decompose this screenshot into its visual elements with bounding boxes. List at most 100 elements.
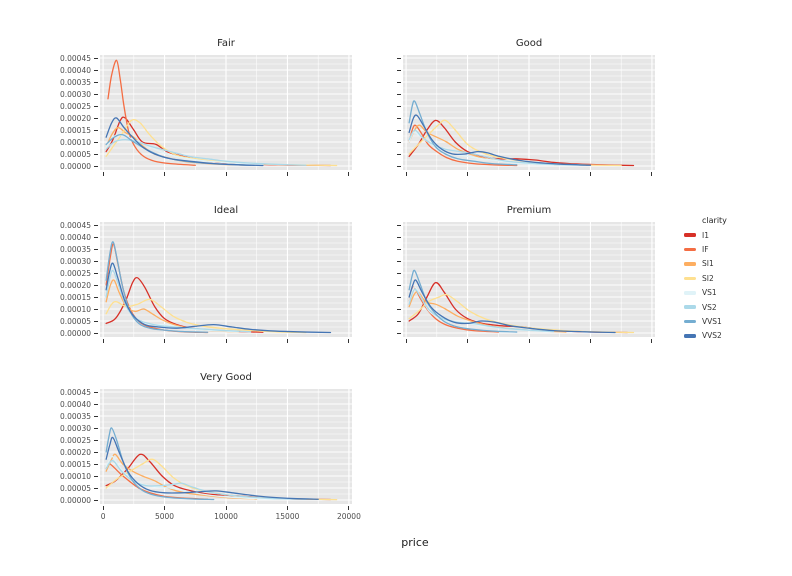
y-tick-mark <box>397 118 401 119</box>
y-tick-mark <box>397 309 401 310</box>
x-tick-mark <box>467 339 469 343</box>
y-tick-mark <box>94 142 98 143</box>
kde-curve-vs2 <box>408 129 585 166</box>
facet-premium: Premium <box>397 205 655 343</box>
x-tick-label: 15000 <box>275 512 300 521</box>
y-tick-label: 0.00015 <box>59 459 91 469</box>
legend-item-label: IF <box>702 245 709 255</box>
y-tick-mark <box>94 58 98 59</box>
x-tick-mark <box>348 506 350 510</box>
y-tick-label: 0.00000 <box>59 161 91 171</box>
y-tick-label: 0.00040 <box>59 399 91 409</box>
legend-items: I1 IF SI1 SI2 VS1 VS2 VVS1 VVS2 <box>684 228 784 343</box>
y-tick-mark <box>94 488 98 489</box>
kde-curve-vvs2 <box>408 114 592 166</box>
y-tick-mark <box>94 392 98 393</box>
x-tick-label: 5000 <box>154 512 175 521</box>
x-tick-mark <box>467 172 469 176</box>
legend-item-i1: I1 <box>684 228 784 242</box>
legend-title: clarity <box>702 216 727 225</box>
legend: clarity I1 IF SI1 SI2 VS1 VS2 VVS1 VVS2 <box>684 216 784 343</box>
y-tick-label: 0.00010 <box>59 471 91 481</box>
legend-item-label: VS2 <box>702 302 717 312</box>
x-tick-mark <box>102 339 104 343</box>
kde-curve-si1 <box>105 453 258 500</box>
legend-swatch-icon <box>684 305 696 309</box>
facet-fair: Fair 0.00045 0.00040 0.00035 0.00030 0.00025… <box>60 38 352 176</box>
legend-item-label: VVS2 <box>702 331 722 341</box>
legend-item-label: SI1 <box>702 259 714 269</box>
legend-swatch-icon <box>684 233 696 237</box>
x-tick-mark <box>651 172 653 176</box>
y-tick-mark <box>94 285 98 286</box>
y-tick-mark <box>94 321 98 322</box>
kde-panel <box>100 55 352 170</box>
y-tick-label: 0.00045 <box>59 387 91 397</box>
legend-item-si1: SI1 <box>684 257 784 271</box>
y-tick-mark <box>397 225 401 226</box>
y-tick-mark <box>94 273 98 274</box>
y-tick-mark <box>397 321 401 322</box>
kde-curve-vs1 <box>105 134 264 166</box>
y-tick-mark <box>94 452 98 453</box>
legend-swatch-icon <box>684 247 696 252</box>
y-tick-mark <box>397 333 401 334</box>
legend-swatch-icon <box>684 262 696 266</box>
x-axis-label: price <box>401 536 429 549</box>
y-tick-label: 0.00020 <box>59 447 91 457</box>
x-tick-label: 10000 <box>214 512 238 521</box>
y-tick-mark <box>397 261 401 262</box>
legend-swatch-icon <box>684 276 696 281</box>
y-tick-mark <box>94 416 98 417</box>
legend-swatch-icon <box>684 334 696 338</box>
y-tick-label: 0.00035 <box>59 77 91 87</box>
y-tick-label: 0.00020 <box>59 280 91 290</box>
facet-title-fair: Fair <box>217 38 235 49</box>
y-tick-mark <box>94 225 98 226</box>
kde-curve-vvs1 <box>105 427 215 501</box>
y-tick-label: 0.00005 <box>59 149 91 159</box>
y-tick-label: 0.00035 <box>59 411 91 421</box>
y-tick-mark <box>94 166 98 167</box>
y-tick-mark <box>94 297 98 298</box>
facet-title-good: Good <box>515 38 543 49</box>
y-tick-label: 0.00025 <box>59 101 91 111</box>
x-tick-mark <box>286 172 288 176</box>
y-tick-mark <box>94 428 98 429</box>
legend-item-vs1: VS1 <box>684 286 784 300</box>
x-tick-mark <box>286 506 288 510</box>
y-tick-mark <box>94 333 98 334</box>
y-tick-label: 0.00025 <box>59 435 91 445</box>
kde-panel <box>403 222 655 337</box>
kde-curve-vs2 <box>105 138 307 166</box>
kde-curve-vvs2 <box>105 262 332 334</box>
y-tick-label: 0.00030 <box>59 256 91 266</box>
legend-item-vs2: VS2 <box>684 300 784 314</box>
y-tick-label: 0.00015 <box>59 125 91 135</box>
facet-ideal: Ideal 0.00045 0.00040 0.00035 0.00030 0.0002… <box>60 205 352 343</box>
y-tick-label: 0.00045 <box>59 53 91 63</box>
y-tick-mark <box>397 297 401 298</box>
x-tick-mark <box>348 172 350 176</box>
x-tick-mark <box>405 172 407 176</box>
facet-title-ideal: Ideal <box>213 205 239 216</box>
y-tick-label: 0.00020 <box>59 113 91 123</box>
y-tick-mark <box>397 154 401 155</box>
y-tick-label: 0.00000 <box>59 328 91 338</box>
y-tick-label: 0.00040 <box>59 232 91 242</box>
x-tick-mark <box>164 172 166 176</box>
y-tick-label: 0.00005 <box>59 483 91 493</box>
x-tick-mark <box>164 506 166 510</box>
legend-item-label: VVS1 <box>702 317 722 327</box>
kde-curve-if <box>408 124 518 167</box>
y-tick-mark <box>94 404 98 405</box>
y-tick-mark <box>94 237 98 238</box>
x-tick-mark <box>225 506 227 510</box>
y-tick-mark <box>94 440 98 441</box>
y-tick-label: 0.00045 <box>59 220 91 230</box>
x-tick-label: 0 <box>100 512 106 521</box>
kde-curve-vs1 <box>105 455 276 500</box>
kde-curve-vvs1 <box>408 269 518 333</box>
y-tick-mark <box>94 154 98 155</box>
